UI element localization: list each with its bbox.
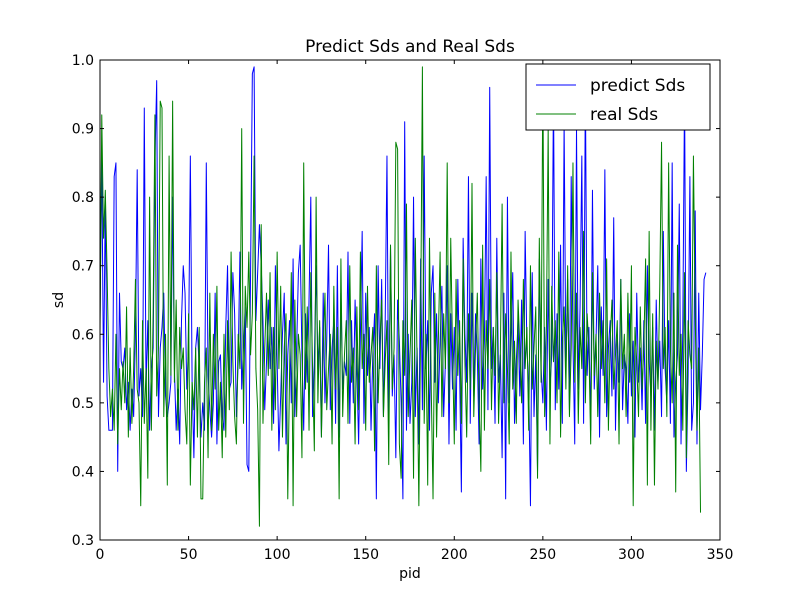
y-tick-label: 0.8 [72, 190, 94, 206]
y-tick-label: 1.0 [72, 53, 94, 69]
y-axis-label: sd [51, 292, 67, 308]
x-axis-label: pid [399, 566, 421, 582]
x-tick-label: 0 [96, 547, 105, 563]
x-tick-label: 300 [618, 547, 645, 563]
plot-area [100, 60, 720, 540]
legend-label-predict: predict Sds [590, 76, 685, 96]
chart-title: Predict Sds and Real Sds [305, 37, 515, 57]
legend-label-real: real Sds [590, 105, 658, 125]
y-tick-label: 0.6 [72, 327, 94, 343]
plot-frame [99, 59, 721, 541]
y-tick-label: 0.4 [72, 464, 94, 480]
x-tick-label: 50 [180, 547, 198, 563]
y-tick-label: 0.7 [72, 259, 94, 275]
x-tick-label: 200 [441, 547, 468, 563]
legend: predict Sds real Sds [525, 63, 711, 131]
y-tick-label: 0.9 [72, 122, 94, 138]
ticks-layer: 0 50 100 150 200 250 300 350 0.3 0.4 0.5 0.6 0.7 0.8 0… [72, 53, 734, 563]
series-line-predict [99, 66, 707, 507]
legend-box [525, 63, 711, 131]
x-tick-label: 150 [352, 547, 379, 563]
x-tick-label: 250 [529, 547, 556, 563]
x-tick-label: 100 [264, 547, 291, 563]
y-tick-label: 0.5 [72, 396, 94, 412]
series-layer [99, 66, 707, 527]
series-line-real [99, 66, 702, 527]
y-tick-label: 0.3 [72, 533, 94, 549]
x-tick-label: 350 [707, 547, 734, 563]
